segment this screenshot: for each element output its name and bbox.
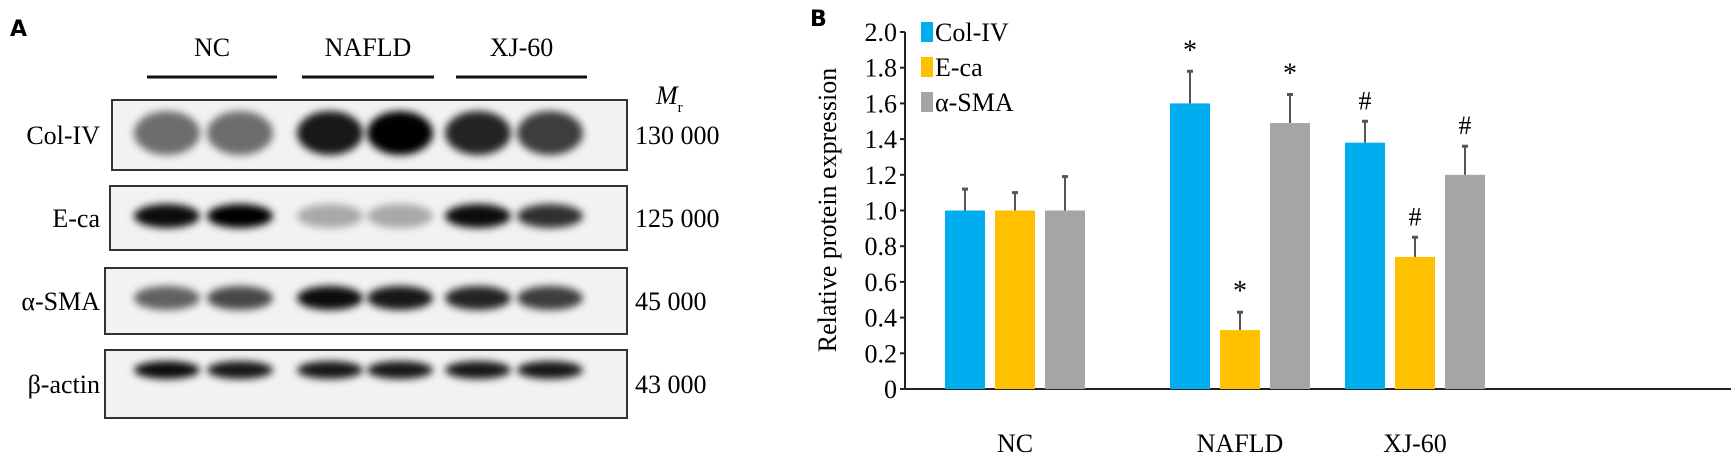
legend-label: E-ca [935, 53, 983, 82]
blot-band [207, 204, 273, 228]
blot-band [297, 361, 363, 379]
y-tick-label: 1.2 [865, 161, 898, 190]
blot-band [297, 204, 363, 228]
bar [945, 210, 985, 389]
blot-band [517, 361, 583, 379]
blot-band [367, 111, 433, 155]
blot-row-label: α-SMA [21, 287, 100, 316]
blot-row-label: Col-IV [26, 121, 100, 150]
significance-marker: # [1359, 86, 1372, 115]
blot-band [445, 111, 511, 155]
significance-marker: * [1233, 276, 1247, 307]
y-tick-label: 0.8 [865, 232, 898, 261]
blot-band [517, 286, 583, 310]
blot-row-label: β-actin [28, 370, 100, 399]
legend-label: α-SMA [935, 88, 1014, 117]
y-tick-label: 0.2 [865, 339, 898, 368]
x-category-label: XJ-60 [1383, 429, 1447, 458]
blot-band [445, 286, 511, 310]
blot-band [445, 204, 511, 228]
x-category-label: NAFLD [1197, 429, 1284, 458]
y-tick-label: 1.4 [865, 125, 898, 154]
legend-swatch [921, 57, 933, 77]
x-category-label: NC [997, 429, 1033, 458]
group-label: NAFLD [325, 33, 412, 62]
molecular-weight-label: 125 000 [635, 204, 720, 233]
blot-band [445, 361, 511, 379]
blot-band [207, 286, 273, 310]
bar [1345, 142, 1385, 389]
bar [1045, 210, 1085, 389]
blot-band [367, 361, 433, 379]
blot-band [134, 111, 200, 155]
bar [1395, 256, 1435, 389]
group-label: NC [194, 33, 230, 62]
blot-band [367, 204, 433, 228]
y-tick-label: 0.6 [865, 268, 898, 297]
group-label: XJ-60 [490, 33, 554, 62]
significance-marker: # [1409, 202, 1422, 231]
blot-band [367, 286, 433, 310]
bar-chart: 0 0.2 0.4 0.6 0.8 1.0 1.2 1.4 1.6 1.8 2.0 Relative … [813, 18, 1731, 458]
panel-a-letter: A [10, 17, 27, 42]
legend-label: Col-IV [935, 18, 1009, 47]
legend-swatch [921, 92, 933, 112]
y-tick-label: 0 [884, 375, 897, 404]
mr-label: Mr [655, 81, 683, 116]
bar [1220, 330, 1260, 389]
significance-marker: * [1283, 58, 1297, 89]
bar [1170, 103, 1210, 390]
blot-band [207, 361, 273, 379]
blot-band [517, 204, 583, 228]
blot-band [134, 361, 200, 379]
blot-band [297, 111, 363, 155]
blot-band [134, 286, 200, 310]
blot-band [517, 111, 583, 155]
blot-band [207, 111, 273, 155]
y-tick-label: 2.0 [865, 18, 898, 47]
blot-strip [104, 349, 628, 419]
molecular-weight-label: 130 000 [635, 121, 720, 150]
legend-swatch [921, 22, 933, 42]
molecular-weight-label: 43 000 [635, 370, 707, 399]
y-axis-label: Relative protein expression [813, 68, 842, 352]
y-tick-label: 0.4 [865, 304, 898, 333]
molecular-weight-label: 45 000 [635, 287, 707, 316]
blot-band [297, 286, 363, 310]
y-tick-label: 1.0 [865, 197, 898, 226]
y-tick-label: 1.8 [865, 54, 898, 83]
bar [1270, 123, 1310, 389]
panel-b-letter: B [810, 7, 827, 32]
significance-marker: * [1183, 35, 1197, 66]
bar [995, 210, 1035, 389]
blot-band [134, 204, 200, 228]
western-blot: Col-IV 130 000 E-ca 125 000 α-SMA 45 000 β-act… [21, 99, 720, 419]
group-labels: NC NAFLD XJ-60 [147, 33, 587, 79]
significance-marker: # [1459, 111, 1472, 140]
bar [1445, 174, 1485, 389]
y-tick-label: 1.6 [865, 89, 898, 118]
blot-row-label: E-ca [52, 204, 100, 233]
